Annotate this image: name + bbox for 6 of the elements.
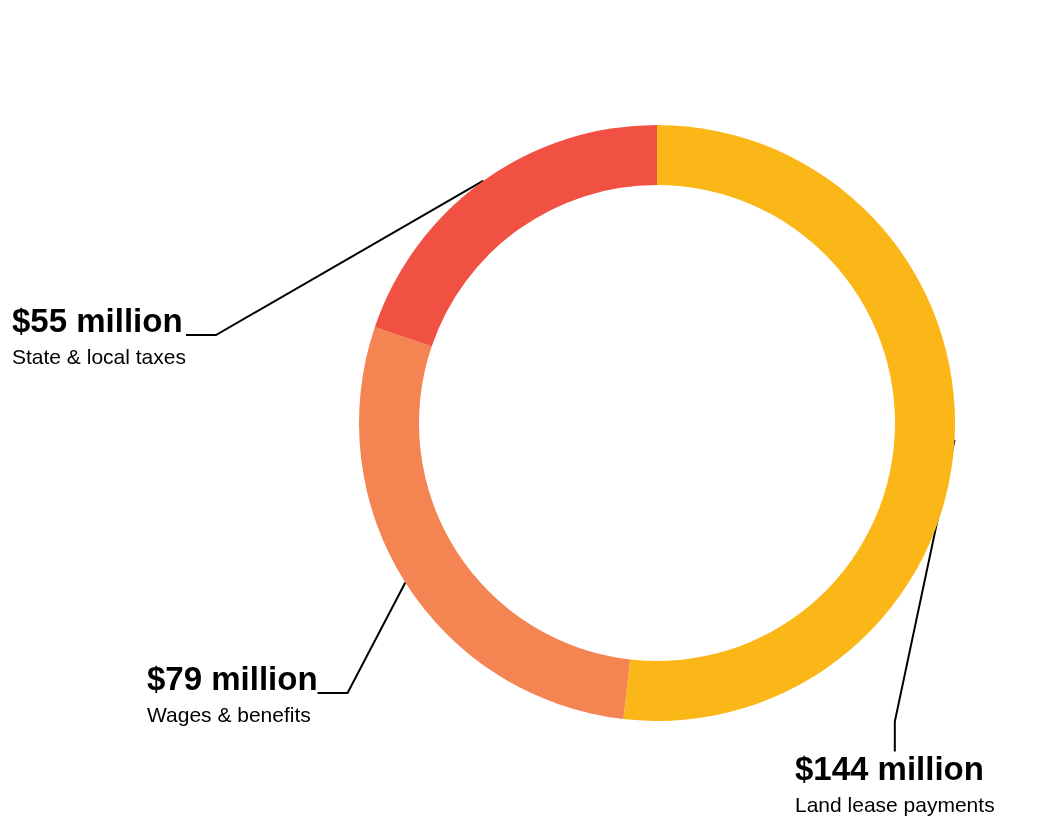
data-label: $79 million [147, 659, 318, 697]
slice-label: Land lease payments [795, 792, 995, 816]
data-label: $144 million [795, 749, 984, 787]
data-label: $55 million [12, 301, 183, 339]
slice-label: State & local taxes [12, 344, 186, 368]
slice-label: Wages & benefits [147, 702, 311, 726]
